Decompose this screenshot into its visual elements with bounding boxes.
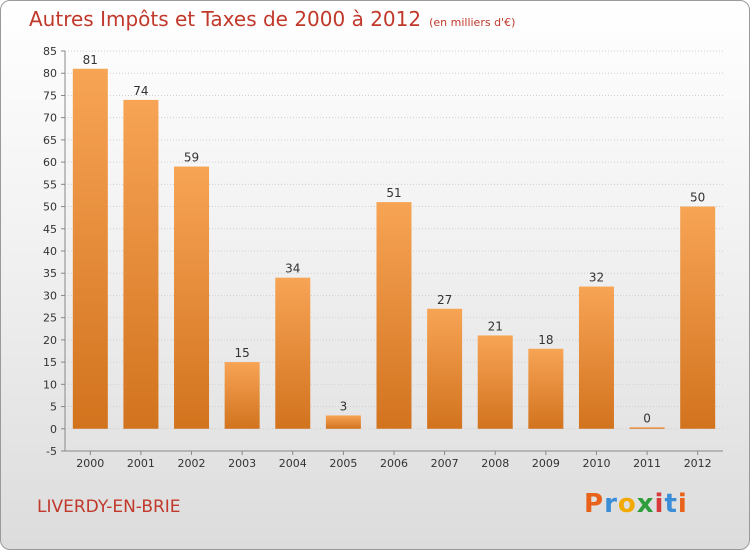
x-tick-label: 2012 — [684, 457, 712, 470]
x-tick-label: 2005 — [329, 457, 357, 470]
data-label: 15 — [235, 346, 250, 360]
bar — [376, 202, 412, 429]
y-tick-label: 65 — [43, 134, 57, 147]
data-label: 18 — [538, 333, 553, 347]
commune-name: LIVERDY-EN-BRIE — [37, 497, 181, 517]
y-tick-label: 10 — [43, 378, 57, 391]
data-label: 81 — [83, 53, 98, 67]
data-label: 27 — [437, 293, 452, 307]
data-label: 3 — [340, 399, 348, 413]
y-tick-label: 55 — [43, 178, 57, 191]
bar — [174, 166, 210, 429]
chart-title-text: Autres Impôts et Taxes de 2000 à 2012 — [29, 7, 422, 31]
x-tick-label: 2011 — [633, 457, 661, 470]
x-tick-label: 2006 — [380, 457, 408, 470]
chart-unit: (en milliers d'€) — [429, 16, 516, 29]
y-tick-label: 30 — [43, 289, 57, 302]
y-tick-label: 60 — [43, 156, 57, 169]
x-tick-label: 2004 — [279, 457, 307, 470]
logo-letter: i — [654, 489, 665, 519]
y-tick-label: 15 — [43, 356, 57, 369]
y-tick-label: 50 — [43, 201, 57, 214]
bar — [427, 308, 463, 429]
bar — [224, 362, 260, 429]
data-label: 32 — [589, 271, 604, 285]
data-label: 74 — [133, 84, 148, 98]
data-label: 34 — [285, 262, 300, 276]
chart-title: Autres Impôts et Taxes de 2000 à 2012 (en… — [29, 7, 515, 31]
logo-letter: o — [617, 489, 637, 519]
bar — [275, 277, 311, 429]
y-tick-label: 40 — [43, 245, 57, 258]
x-tick-label: 2007 — [431, 457, 459, 470]
x-tick-label: 2000 — [76, 457, 104, 470]
logo-letter: i — [677, 489, 688, 519]
y-tick-label: -5 — [46, 445, 57, 458]
bar — [629, 427, 665, 429]
data-label: 51 — [386, 186, 401, 200]
y-tick-label: 35 — [43, 267, 57, 280]
bar — [72, 68, 108, 429]
bar — [123, 99, 159, 429]
data-label: 50 — [690, 191, 705, 205]
y-tick-label: 75 — [43, 89, 57, 102]
bar — [325, 415, 361, 429]
y-tick-label: 80 — [43, 67, 57, 80]
y-tick-label: 25 — [43, 312, 57, 325]
y-tick-label: 45 — [43, 223, 57, 236]
y-tick-label: 85 — [43, 45, 57, 58]
x-tick-label: 2010 — [582, 457, 610, 470]
x-tick-label: 2009 — [532, 457, 560, 470]
y-tick-label: 5 — [50, 401, 57, 414]
proxiti-logo: Proxiti — [584, 489, 688, 519]
data-label: 0 — [643, 411, 651, 425]
logo-letter: x — [636, 489, 655, 519]
x-tick-label: 2002 — [178, 457, 206, 470]
y-tick-label: 70 — [43, 112, 57, 125]
bar — [528, 348, 564, 429]
bar — [680, 206, 716, 429]
data-label: 59 — [184, 151, 199, 165]
logo-letter: P — [584, 489, 605, 519]
y-tick-label: 20 — [43, 334, 57, 347]
x-tick-label: 2003 — [228, 457, 256, 470]
logo-letter: r — [604, 489, 618, 519]
bar — [578, 286, 614, 429]
y-tick-label: 0 — [50, 423, 57, 436]
x-tick-label: 2001 — [127, 457, 155, 470]
data-label: 21 — [488, 319, 503, 333]
x-tick-label: 2008 — [481, 457, 509, 470]
bar — [477, 335, 513, 429]
logo-letter: t — [664, 489, 678, 519]
